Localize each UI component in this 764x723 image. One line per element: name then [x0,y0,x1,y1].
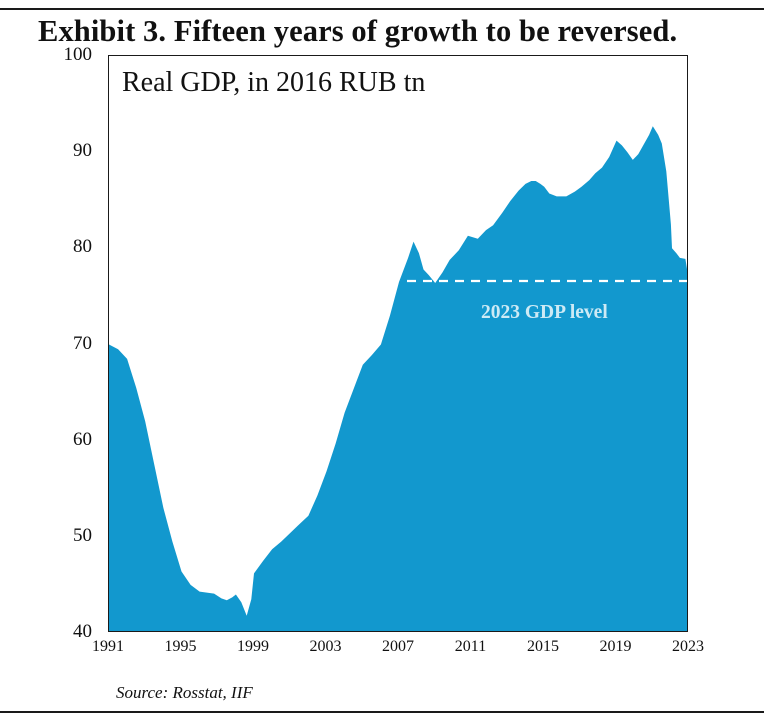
svg-text:2023 GDP level: 2023 GDP level [481,302,608,323]
